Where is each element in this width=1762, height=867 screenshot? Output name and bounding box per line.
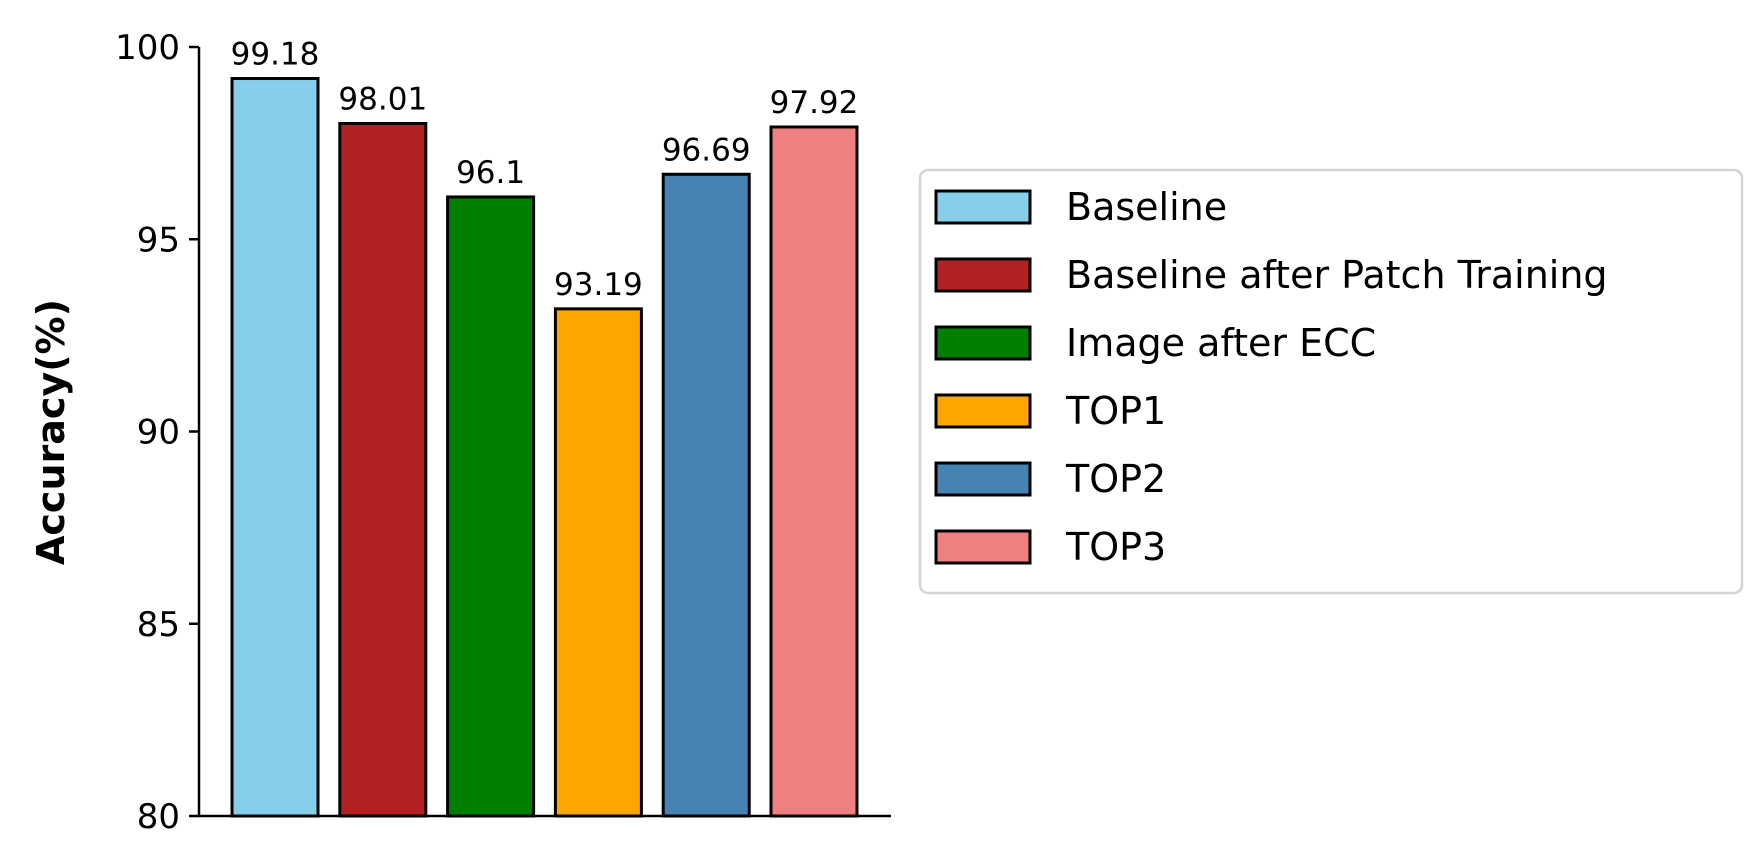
legend-label: TOP3 xyxy=(1065,525,1166,569)
bar-value-label: 93.19 xyxy=(554,267,643,303)
y-tick-label: 100 xyxy=(115,28,180,68)
legend-label: TOP2 xyxy=(1065,457,1166,501)
legend-swatch xyxy=(934,393,1032,429)
bar-value-label: 98.01 xyxy=(338,82,427,118)
bar-value-label: 96.1 xyxy=(456,155,525,191)
legend-items: Baseline Baseline after Patch Training Ima… xyxy=(934,185,1608,569)
bar xyxy=(230,77,320,818)
bar xyxy=(338,122,428,818)
y-tick-label: 90 xyxy=(137,413,180,453)
y-tick-label: 85 xyxy=(137,605,180,645)
bar xyxy=(553,307,643,818)
bar xyxy=(446,195,536,818)
bars xyxy=(230,77,859,818)
bar-value-label: 97.92 xyxy=(770,85,859,121)
legend-label: Baseline after Patch Training xyxy=(1066,253,1608,297)
legend-swatch xyxy=(934,189,1032,225)
y-tick-label: 95 xyxy=(137,220,180,260)
bar xyxy=(769,125,859,818)
data-labels: 99.18 98.01 96.1 93.19 96.69 97.92 xyxy=(231,37,859,303)
legend-label: TOP1 xyxy=(1065,389,1166,433)
y-axis-ticks: 80 85 90 95 100 xyxy=(115,28,199,837)
legend: Baseline Baseline after Patch Training Ima… xyxy=(918,168,1744,595)
y-axis-label: Accuracy(%) xyxy=(29,299,73,565)
legend-label: Baseline xyxy=(1066,185,1227,229)
bar-value-label: 99.18 xyxy=(231,37,320,73)
legend-frame xyxy=(918,168,1744,595)
legend-swatch xyxy=(934,461,1032,497)
y-tick-label: 80 xyxy=(137,797,180,837)
legend-swatch xyxy=(934,325,1032,361)
legend-swatch xyxy=(934,257,1032,293)
bar-value-label: 96.69 xyxy=(662,132,751,168)
bar xyxy=(661,172,751,818)
legend-swatch xyxy=(934,529,1032,565)
legend-label: Image after ECC xyxy=(1066,321,1376,365)
